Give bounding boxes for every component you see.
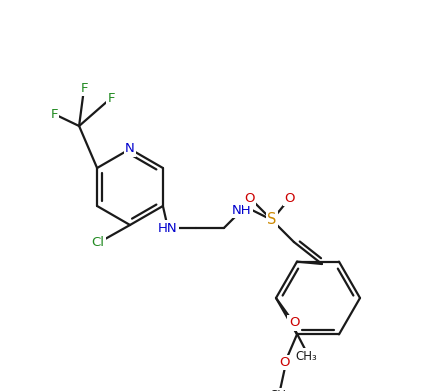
Text: N: N <box>125 142 135 156</box>
Text: NH: NH <box>232 203 252 217</box>
Text: S: S <box>267 212 276 228</box>
Text: Cl: Cl <box>92 237 104 249</box>
Text: O: O <box>280 356 290 369</box>
Text: CH₃: CH₃ <box>269 389 291 391</box>
Text: F: F <box>107 91 115 104</box>
Text: F: F <box>50 108 58 120</box>
Text: O: O <box>245 192 255 204</box>
Text: O: O <box>285 192 295 204</box>
Text: O: O <box>289 316 299 330</box>
Text: F: F <box>80 81 88 95</box>
Text: HN: HN <box>158 221 178 235</box>
Text: CH₃: CH₃ <box>295 350 317 362</box>
